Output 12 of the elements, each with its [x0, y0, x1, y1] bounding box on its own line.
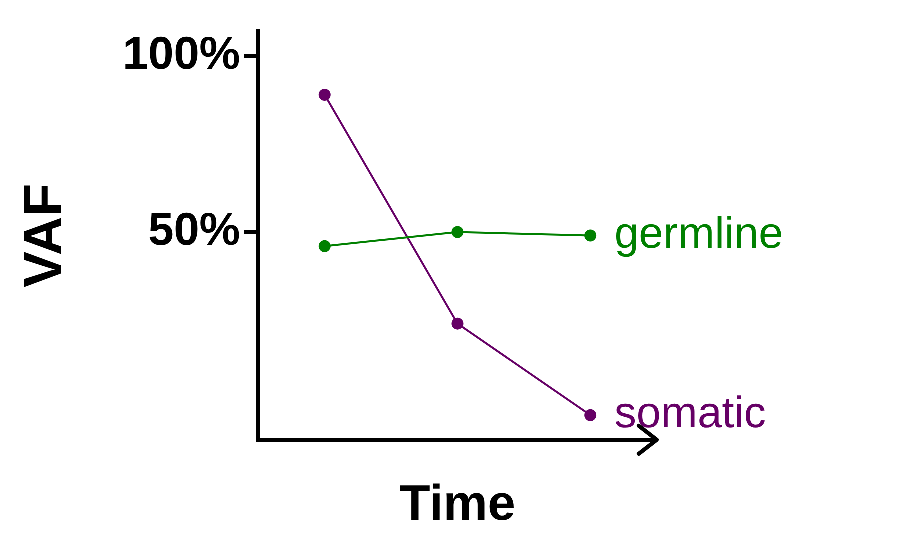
- y-tick-label: 50%: [148, 202, 240, 255]
- y-axis-title: VAF: [13, 184, 74, 288]
- point: [452, 226, 464, 238]
- series-label: somatic: [614, 388, 766, 438]
- series-label: germline: [614, 208, 784, 258]
- point: [318, 88, 331, 101]
- x-axis-title: Time: [400, 474, 516, 531]
- point: [318, 240, 331, 252]
- point: [452, 318, 464, 330]
- point: [584, 409, 597, 422]
- point: [584, 230, 597, 242]
- y-tick-label: 100%: [122, 26, 240, 79]
